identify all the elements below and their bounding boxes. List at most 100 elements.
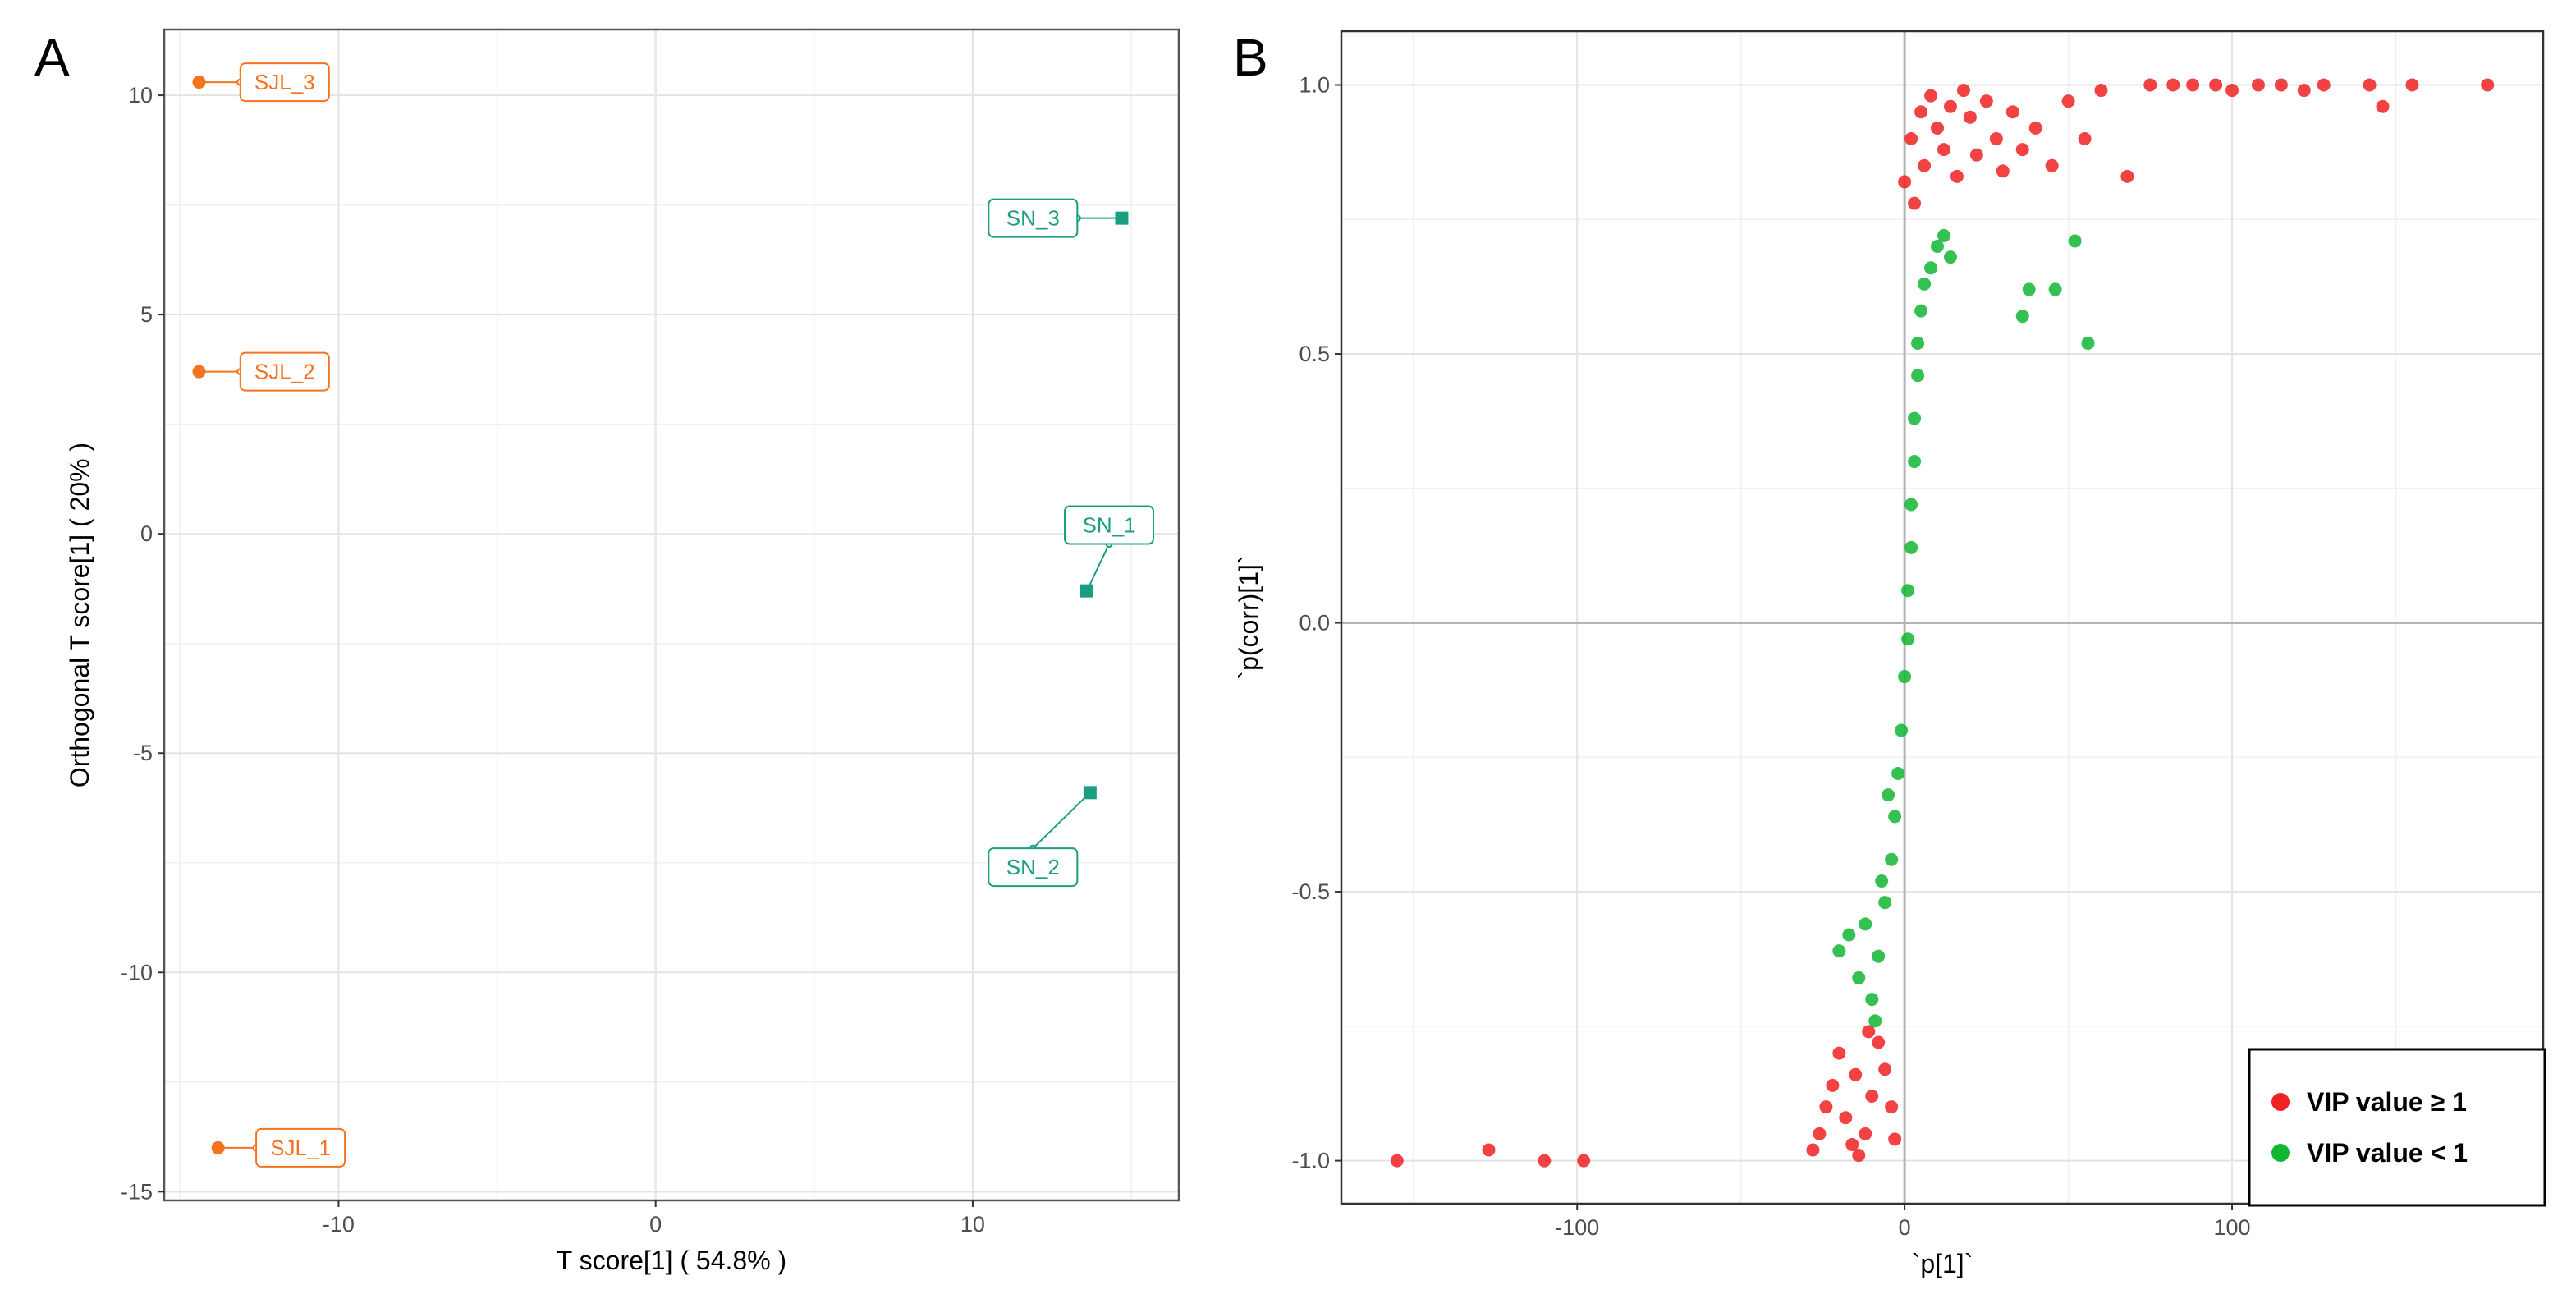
legend-label-low: VIP value < 1 — [2307, 1138, 2468, 1168]
point-label-box — [239, 62, 330, 103]
data-point — [1862, 1025, 1876, 1039]
point-sjl-2 — [192, 365, 206, 379]
data-point — [2274, 78, 2288, 92]
series-low — [1832, 228, 2095, 1028]
data-point — [2045, 158, 2059, 172]
data-point — [1868, 1014, 1882, 1028]
data-point — [2015, 310, 2029, 324]
data-point — [1849, 1067, 1863, 1081]
data-point — [1908, 411, 1922, 425]
data-point — [1891, 766, 1905, 780]
point-label: SJL_2 — [254, 360, 315, 384]
x-axis-title: T score[1] ( 54.8% ) — [557, 1246, 786, 1275]
data-point — [1859, 917, 1872, 931]
data-point — [2376, 99, 2390, 113]
x-tick-label: 0 — [1899, 1215, 1911, 1240]
data-point — [1577, 1154, 1591, 1168]
data-point — [1852, 1149, 1866, 1163]
point-sn-3 — [1115, 211, 1129, 225]
data-point — [2068, 234, 2082, 248]
y-tick-label: -1.0 — [1291, 1149, 1330, 1173]
data-point — [1826, 1078, 1840, 1092]
data-point — [1943, 99, 1957, 113]
data-point — [1806, 1143, 1820, 1157]
data-point — [1865, 1089, 1879, 1103]
data-point — [1482, 1143, 1496, 1157]
data-point — [2048, 282, 2062, 296]
label-connector — [1032, 792, 1091, 849]
data-point — [2225, 84, 2239, 98]
data-point — [1931, 121, 1945, 135]
data-point — [1931, 240, 1945, 254]
data-point — [2186, 78, 2200, 92]
x-tick-label: 100 — [2214, 1215, 2251, 1240]
legend-marker-high — [2271, 1093, 2290, 1111]
y-tick-label: 0 — [140, 521, 153, 546]
data-point — [1918, 158, 1932, 172]
series-high — [1390, 78, 2495, 1168]
data-point — [1852, 971, 1866, 984]
data-point — [1819, 1100, 1833, 1114]
data-point — [1898, 670, 1912, 684]
point-label-box — [1064, 505, 1155, 545]
y-axis-title: `p(corr)[1]` — [1234, 555, 1263, 679]
data-point — [2094, 84, 2108, 98]
panel-b-label: B — [1233, 28, 1268, 87]
data-point — [2209, 78, 2223, 92]
data-point — [1888, 810, 1902, 824]
y-tick-label: 10 — [128, 83, 153, 108]
data-point — [1872, 1035, 1886, 1049]
data-point — [1924, 89, 1938, 103]
data-point — [2078, 132, 2092, 146]
point-sjl-3 — [192, 76, 206, 89]
panel-b: B -100 0 100 -1.0 -0.5 0.0 0.5 1.0 `p[1]` `p(corr… — [1233, 28, 2546, 1278]
y-tick-label: 1.0 — [1299, 73, 1330, 98]
data-point — [1924, 261, 1938, 275]
data-point — [1832, 1046, 1846, 1060]
data-point — [2405, 78, 2419, 92]
y-tick-label: -15 — [121, 1179, 153, 1204]
x-tick-label: 0 — [649, 1212, 662, 1237]
data-point — [2028, 121, 2042, 135]
data-point — [2120, 169, 2134, 183]
data-point — [1875, 874, 1889, 888]
data-point — [2015, 143, 2029, 157]
data-point — [1872, 949, 1886, 963]
data-point — [1943, 250, 1957, 264]
data-point — [2363, 78, 2377, 92]
y-tick-label: -10 — [121, 960, 153, 984]
data-point — [1969, 148, 1983, 162]
point-label-box — [988, 198, 1079, 238]
data-point — [1842, 928, 1856, 942]
data-point — [1813, 1127, 1827, 1140]
data-point — [1914, 304, 1928, 318]
data-point — [2481, 78, 2495, 92]
data-point — [1898, 175, 1912, 189]
data-point — [1904, 132, 1918, 146]
x-tick-label: -10 — [323, 1212, 355, 1237]
data-point — [1963, 110, 1977, 124]
data-point — [2022, 282, 2036, 296]
point-label: SN_2 — [1006, 855, 1060, 879]
point-label-box — [988, 847, 1079, 888]
point-label-box — [239, 351, 330, 392]
y-tick-label: -5 — [133, 741, 153, 765]
legend: VIP value ≥ 1 VIP value < 1 — [2248, 1048, 2546, 1207]
data-point — [1904, 540, 1918, 554]
data-point — [2143, 78, 2157, 92]
data-point — [1538, 1154, 1552, 1168]
data-point — [1901, 584, 1915, 598]
data-point — [1979, 94, 1993, 108]
data-point — [1937, 143, 1950, 157]
data-point — [1918, 277, 1932, 291]
y-tick-label: 0.5 — [1299, 342, 1330, 366]
y-axis-title: Orthogonal T score[1] ( 20% ) — [65, 443, 94, 787]
data-point — [1901, 632, 1915, 646]
data-point — [1839, 1111, 1853, 1125]
legend-marker-low — [2271, 1144, 2290, 1162]
data-point — [1895, 723, 1909, 737]
data-point — [1390, 1154, 1404, 1168]
data-point — [1911, 369, 1925, 383]
data-point — [1845, 1137, 1859, 1151]
